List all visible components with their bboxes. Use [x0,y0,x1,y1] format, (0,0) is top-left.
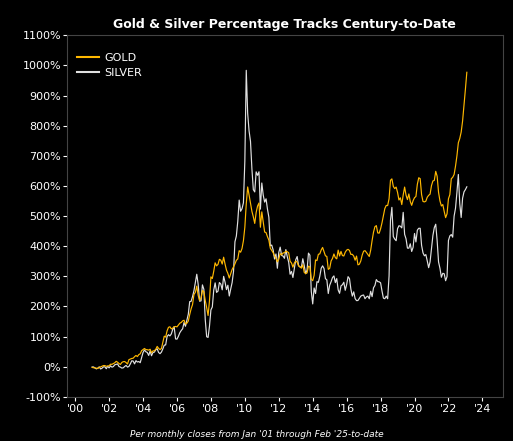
Title: Gold & Silver Percentage Tracks Century-to-Date: Gold & Silver Percentage Tracks Century-… [113,19,456,31]
Legend: GOLD, SILVER: GOLD, SILVER [72,48,147,82]
Text: Per monthly closes from Jan '01 through Feb '25-to-date: Per monthly closes from Jan '01 through … [130,430,383,439]
